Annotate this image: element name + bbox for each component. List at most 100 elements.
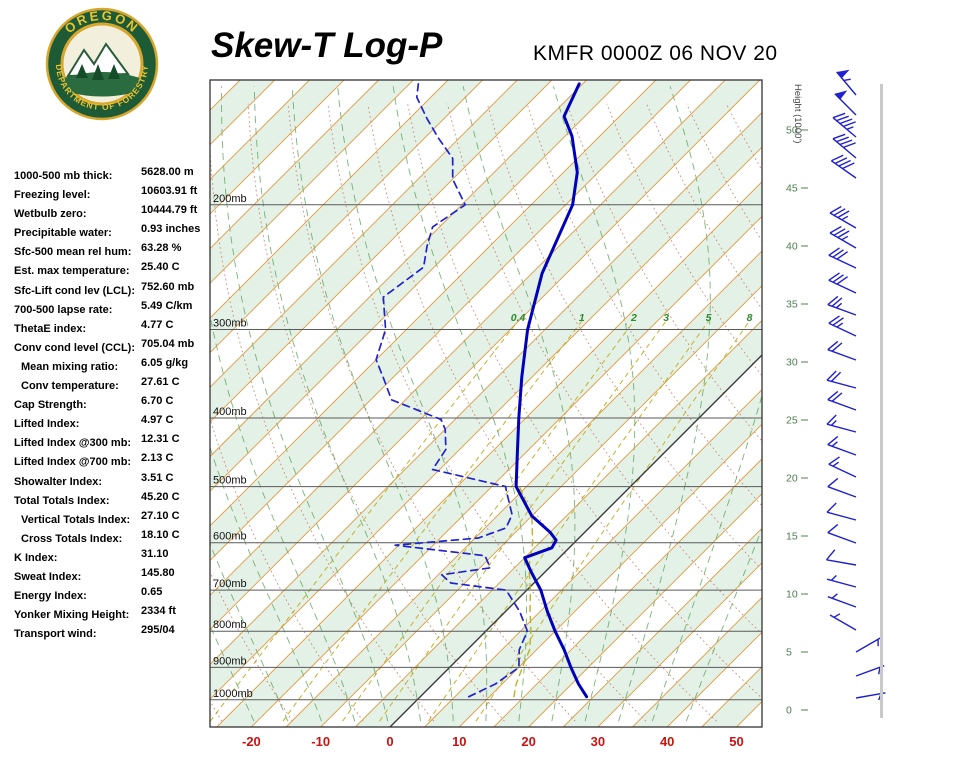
height-tick-label: 30 — [786, 357, 798, 369]
isotherm — [493, 458, 762, 727]
isotherm — [210, 80, 449, 319]
index-value: 27.61 C — [141, 376, 180, 389]
index-label: Cap Strength: — [14, 399, 87, 412]
index-label: Conv temperature: — [21, 380, 119, 393]
isotherm — [210, 80, 518, 388]
moist-adiabat — [291, 86, 454, 722]
isotherm — [320, 285, 762, 727]
isotherm — [210, 146, 762, 700]
scrollbar-track[interactable] — [880, 84, 883, 718]
dry-adiabat — [766, 104, 960, 721]
index-value: 12.31 C — [141, 433, 180, 446]
isotherm-band — [210, 80, 691, 561]
index-row: Cap Strength: 6.70 C — [14, 395, 214, 414]
wind-barb — [827, 295, 857, 316]
index-value: 0.65 — [141, 586, 163, 599]
height-tick-label: 45 — [786, 183, 798, 195]
temp-axis-label: -10 — [311, 734, 330, 749]
index-label: Cross Totals Index: — [21, 532, 123, 545]
index-row: Energy Index: 0.65 — [14, 586, 214, 605]
wind-barb — [829, 225, 857, 249]
pressure-label: 800mb — [213, 619, 247, 631]
height-tick-label: 0 — [786, 705, 792, 717]
wind-barb — [855, 636, 883, 653]
index-row: K Index: 31.10 — [14, 548, 214, 567]
moist-adiabat — [651, 394, 762, 722]
mixing-ratio-label: 5 — [706, 312, 712, 324]
isotherm — [216, 181, 762, 727]
index-label: Conv cond level (CCL): — [14, 341, 136, 354]
plot-area — [0, 80, 960, 727]
moist-adiabat — [337, 86, 488, 722]
pressure-label: 200mb — [213, 193, 247, 205]
plot-border — [209, 79, 763, 728]
index-value: 145.80 — [141, 566, 175, 579]
index-value: 2.13 C — [141, 452, 174, 465]
isotherm — [458, 423, 762, 727]
index-value: 5.49 C/km — [141, 299, 193, 312]
index-row: Showalter Index: 3.51 C — [14, 472, 214, 491]
dry-adiabat — [407, 103, 762, 699]
isotherm — [0, 80, 136, 727]
mixing-ratio-label: 0.4 — [511, 312, 526, 324]
temp-axis-label: 30 — [591, 734, 605, 749]
index-value: 10444.79 ft — [141, 204, 198, 217]
index-value: 45.20 C — [141, 490, 180, 503]
wind-barb — [828, 456, 857, 478]
isotherm — [210, 111, 762, 666]
dry-adiabat — [210, 417, 364, 722]
logo-forest — [64, 72, 140, 97]
isotherm — [210, 80, 483, 354]
wind-barb — [827, 390, 857, 411]
isotherm — [210, 80, 587, 458]
isotherm — [210, 80, 691, 562]
index-label: Precipitable water: — [14, 227, 112, 240]
index-value: 5628.00 m — [141, 166, 194, 178]
isotherm — [210, 80, 379, 250]
parcel-trace — [513, 485, 534, 698]
index-value: 705.04 mb — [141, 337, 195, 350]
wind-barb — [826, 414, 857, 433]
dry-adiabat — [210, 570, 293, 722]
wind-barb — [828, 272, 857, 294]
moist-adiabat — [552, 86, 636, 722]
index-row: Conv cond level (CCL): 705.04 mb — [14, 338, 214, 357]
mixing-ratio-label: 8 — [747, 312, 753, 324]
index-label: 700-500 lapse rate: — [14, 303, 113, 316]
index-value: 6.70 C — [141, 395, 174, 408]
temp-axis-label: 10 — [452, 734, 466, 749]
index-row: Sfc-500 mean rel hum: 63.28 % — [14, 242, 214, 261]
pressure-label: 400mb — [213, 406, 247, 418]
mixing-ratio-line — [282, 320, 583, 722]
moist-adiabat — [462, 86, 576, 722]
index-row: 700-500 lapse rate: 5.49 C/km — [14, 300, 214, 319]
index-row: 1000-500 mb thick: 5628.00 m — [14, 166, 214, 185]
isotherm — [0, 80, 205, 727]
isotherm — [528, 492, 762, 727]
isotherm-band — [210, 112, 762, 700]
index-value: 2334 ft — [141, 605, 176, 618]
isotherm — [562, 527, 762, 727]
moist-adiabat — [210, 313, 356, 722]
wind-barb — [827, 523, 857, 544]
index-row: Yonker Mixing Height: 2334 ft — [14, 605, 214, 624]
isotherm — [355, 319, 762, 727]
wind-barb — [828, 247, 857, 269]
isotherm-band — [771, 80, 960, 727]
pressure-label: 900mb — [213, 655, 247, 667]
index-value: 295/04 — [141, 624, 175, 637]
isotherm — [0, 80, 102, 727]
dry-adiabat — [210, 140, 435, 722]
index-label: Mean mixing ratio: — [21, 360, 119, 373]
temp-axis-label: 0 — [386, 734, 393, 749]
index-label: Transport wind: — [14, 628, 97, 641]
isotherm — [251, 215, 762, 727]
wind-barb — [827, 340, 857, 361]
index-label: Lifted Index @300 mb: — [14, 437, 132, 450]
index-label: Lifted Index: — [14, 418, 80, 431]
wind-barb — [829, 205, 857, 229]
wind-barb — [826, 370, 857, 389]
page-title: Skew-T Log-P — [211, 26, 443, 65]
